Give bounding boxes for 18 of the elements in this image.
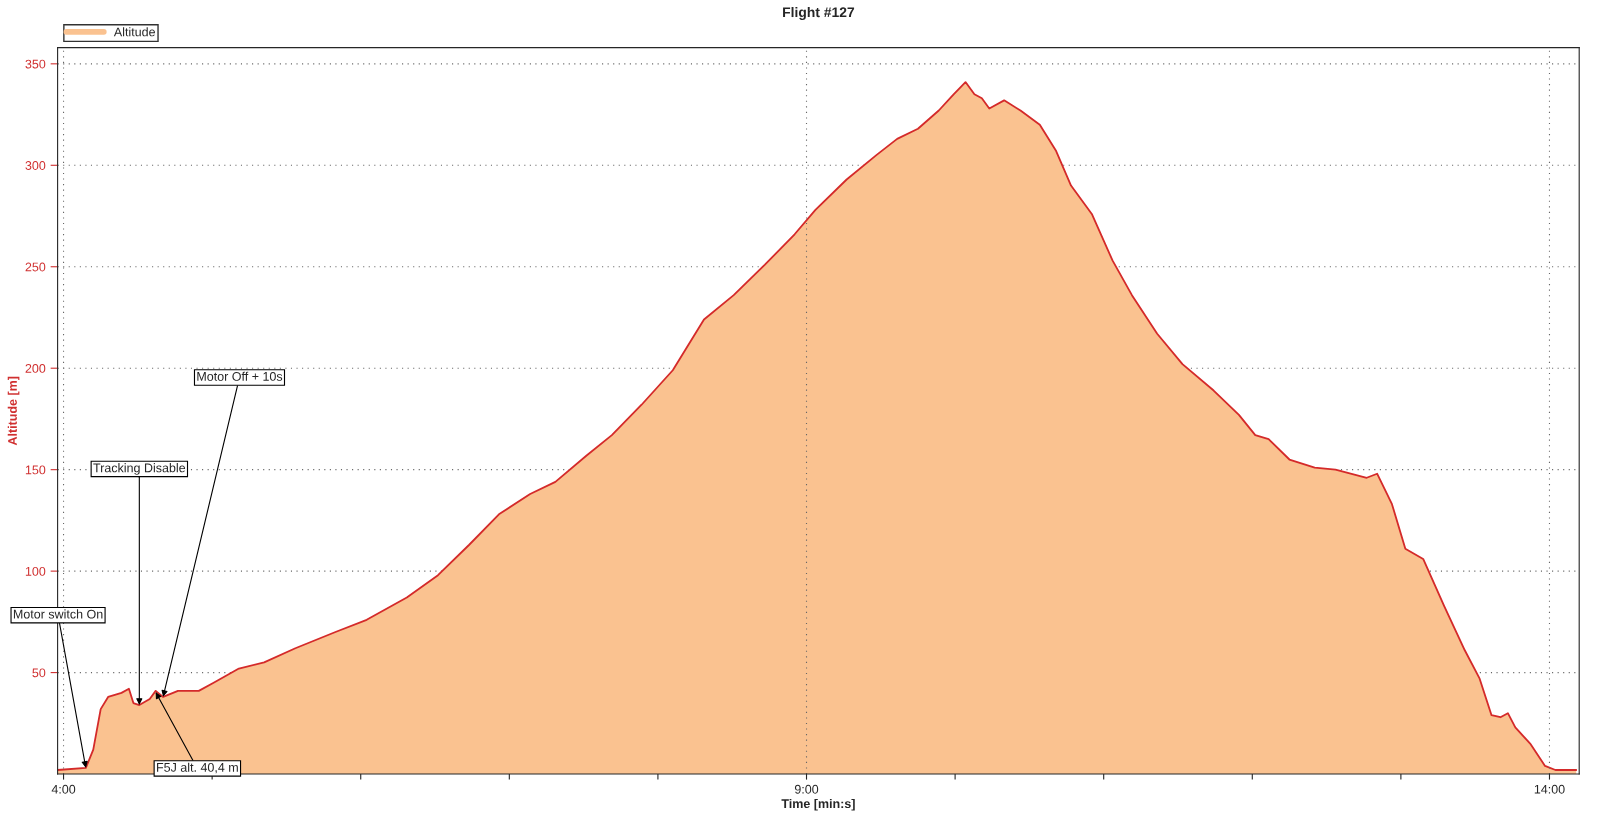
x-tick-label: 4:00 xyxy=(51,784,76,794)
y-tick-label: 250 xyxy=(25,262,46,272)
annotation: Tracking Disable xyxy=(93,463,186,475)
x-tick-label: 14:00 xyxy=(1534,784,1565,794)
x-axis-title: Time [min:s] xyxy=(781,798,855,811)
y-tick-label: 100 xyxy=(25,566,46,576)
y-tick-label: 300 xyxy=(25,161,46,170)
annotation: Motor Off + 10s xyxy=(197,371,283,381)
y-tick-label: 200 xyxy=(25,364,46,373)
annotation: Motor switch On xyxy=(13,609,103,619)
chart-title: Flight #127 xyxy=(783,6,855,20)
y-axis-title: Altitude [m] xyxy=(7,376,20,446)
legend-label: Altitude xyxy=(113,27,155,37)
x-tick-label: 9:00 xyxy=(794,784,819,794)
y-tick-label: 150 xyxy=(25,465,46,475)
y-tick-label: 350 xyxy=(25,59,46,69)
annotation: F5J alt. 40,4 m xyxy=(157,762,238,774)
y-tick-label: 50 xyxy=(32,668,46,678)
